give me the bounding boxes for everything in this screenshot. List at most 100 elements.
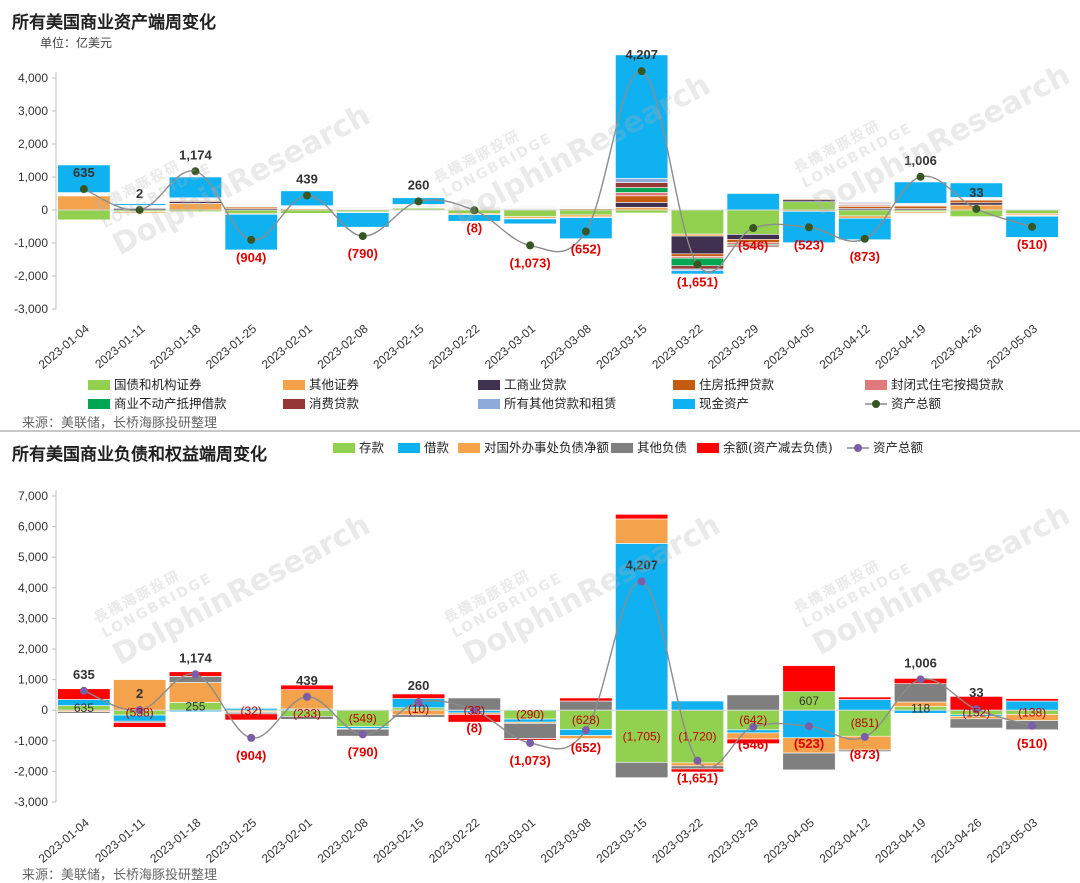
liability-y-tick-label: 1,000 <box>18 673 48 687</box>
asset-total-point <box>247 235 256 244</box>
asset-y-tick-label: 0 <box>41 203 48 217</box>
asset-bar-segment <box>503 218 557 225</box>
liability-bar-segment <box>615 514 669 520</box>
asset-y-tick-label: 4,000 <box>18 71 48 85</box>
asset-total-point <box>860 234 869 243</box>
asset-bar-segment <box>726 246 780 248</box>
asset-category-label: 2023-02-01 <box>259 321 315 371</box>
asset-bar-segment <box>726 193 780 211</box>
liability-bar-segment <box>280 684 334 690</box>
asset-y-tick-label: -2,000 <box>14 269 48 283</box>
liability-total-label: (652) <box>571 740 601 755</box>
asset-total-label: (1,073) <box>510 255 551 270</box>
liability-total-label: 1,006 <box>904 655 937 670</box>
asset-total-point <box>693 260 702 269</box>
asset-legend-swatch <box>673 380 695 390</box>
asset-bar-segment <box>894 205 948 209</box>
liability-total-point <box>414 698 423 707</box>
liability-deposit-label: 607 <box>799 694 819 708</box>
liability-total-label: (873) <box>850 747 880 762</box>
liability-bar-segment <box>392 714 446 718</box>
liability-total-label: 1,174 <box>179 650 212 665</box>
asset-total-label: 1,174 <box>179 147 212 162</box>
liability-bar-segment <box>447 714 501 723</box>
liability-category-label: 2023-01-25 <box>203 815 259 865</box>
asset-legend-label: 商业不动产抵押借款 <box>114 396 227 411</box>
liability-deposit-label: (1,720) <box>678 730 716 744</box>
liability-deposit-label: (10) <box>408 702 429 716</box>
liability-legend-swatch <box>398 443 420 453</box>
asset-total-point <box>303 191 311 200</box>
liability-category-label: 2023-02-01 <box>259 815 315 865</box>
liability-total-point <box>972 705 981 714</box>
liability-bar-segment <box>615 762 669 778</box>
liability-chart-svg: 7,000 6,000 5,000 4,000 3,000 2,000 1,000 0 -1,0… <box>14 440 1060 866</box>
liability-category-label: 2023-04-12 <box>817 815 873 865</box>
liability-chart-source: 来源：美联储，长桥海豚投研整理 <box>22 868 218 883</box>
liability-legend-marker <box>854 444 862 452</box>
asset-legend-swatch <box>283 399 305 409</box>
liability-total-point <box>637 577 646 586</box>
asset-chart-title: 所有美国商业资产端周变化 <box>12 13 216 33</box>
asset-total-label: (790) <box>348 246 378 261</box>
asset-legend-swatch <box>865 380 887 390</box>
liability-bar-segment <box>113 722 167 728</box>
liability-total-label: (1,073) <box>510 753 551 768</box>
asset-bar-segment <box>559 206 613 208</box>
asset-bar-segment <box>670 253 724 257</box>
asset-total-point <box>749 224 758 233</box>
asset-bar-segment <box>949 199 1003 204</box>
asset-bar-segment <box>838 215 892 219</box>
asset-category-label: 2023-04-05 <box>761 321 817 371</box>
liability-total-label: (546) <box>738 737 768 752</box>
liability-bar-segment <box>838 699 892 711</box>
liability-bar-segment <box>224 713 278 721</box>
liability-total-point <box>191 670 200 679</box>
asset-legend-swatch <box>88 399 110 409</box>
liability-legend-label: 对国外办事处负债净额 <box>484 440 610 455</box>
asset-total-label: (510) <box>1017 237 1047 252</box>
liability-category-label: 2023-03-01 <box>482 815 538 865</box>
liability-y-tick-label: -1,000 <box>14 734 48 748</box>
asset-total-point <box>470 206 479 215</box>
liability-category-label: 2023-02-22 <box>426 815 482 865</box>
asset-total-point <box>414 197 423 206</box>
asset-total-label: (1,651) <box>677 274 718 289</box>
liability-y-tick-label: 6,000 <box>18 520 48 534</box>
asset-category-label: 2023-04-26 <box>928 321 984 371</box>
liability-total-point <box>358 730 367 739</box>
liability-bar-segment <box>726 694 780 711</box>
asset-legend-swatch <box>478 380 500 390</box>
asset-category-label: 2023-03-22 <box>649 321 705 371</box>
asset-bar-segment <box>503 206 557 208</box>
asset-legend-label: 工商业贷款 <box>504 377 567 392</box>
liability-deposit-label: (290) <box>516 708 544 722</box>
liability-category-label: 2023-01-18 <box>147 815 203 865</box>
asset-bar-segment <box>447 214 501 222</box>
liability-y-tick-label: -2,000 <box>14 764 48 778</box>
liability-bar-segment <box>949 718 1003 729</box>
liability-bar-segment <box>559 735 613 739</box>
liability-y-tick-label: 5,000 <box>18 550 48 564</box>
liability-deposit-label: (628) <box>572 713 600 727</box>
asset-total-label: (523) <box>794 237 824 252</box>
liability-total-label: (904) <box>236 748 266 763</box>
liability-legend-swatch <box>458 443 480 453</box>
liability-total-point <box>1028 721 1037 730</box>
asset-category-label: 2023-02-15 <box>370 321 426 371</box>
asset-total-point <box>805 223 813 232</box>
liability-deposit-label: 118 <box>911 701 930 715</box>
asset-bar-segment <box>168 203 222 211</box>
asset-bar-segment <box>838 202 892 204</box>
liability-category-label: 2023-03-08 <box>538 815 594 865</box>
asset-y-tick-label: 3,000 <box>18 104 48 118</box>
asset-bar-segment <box>615 202 669 208</box>
asset-legend-label: 资产总额 <box>891 396 942 411</box>
asset-total-label: 33 <box>969 185 983 200</box>
liability-deposit-label: (152) <box>962 706 990 720</box>
asset-bar-segment <box>615 178 669 183</box>
liability-bar-segment <box>615 709 669 763</box>
asset-legend-label: 住房抵押贷款 <box>699 377 775 392</box>
asset-legend-swatch <box>283 380 305 390</box>
asset-bar-segment <box>615 192 669 197</box>
